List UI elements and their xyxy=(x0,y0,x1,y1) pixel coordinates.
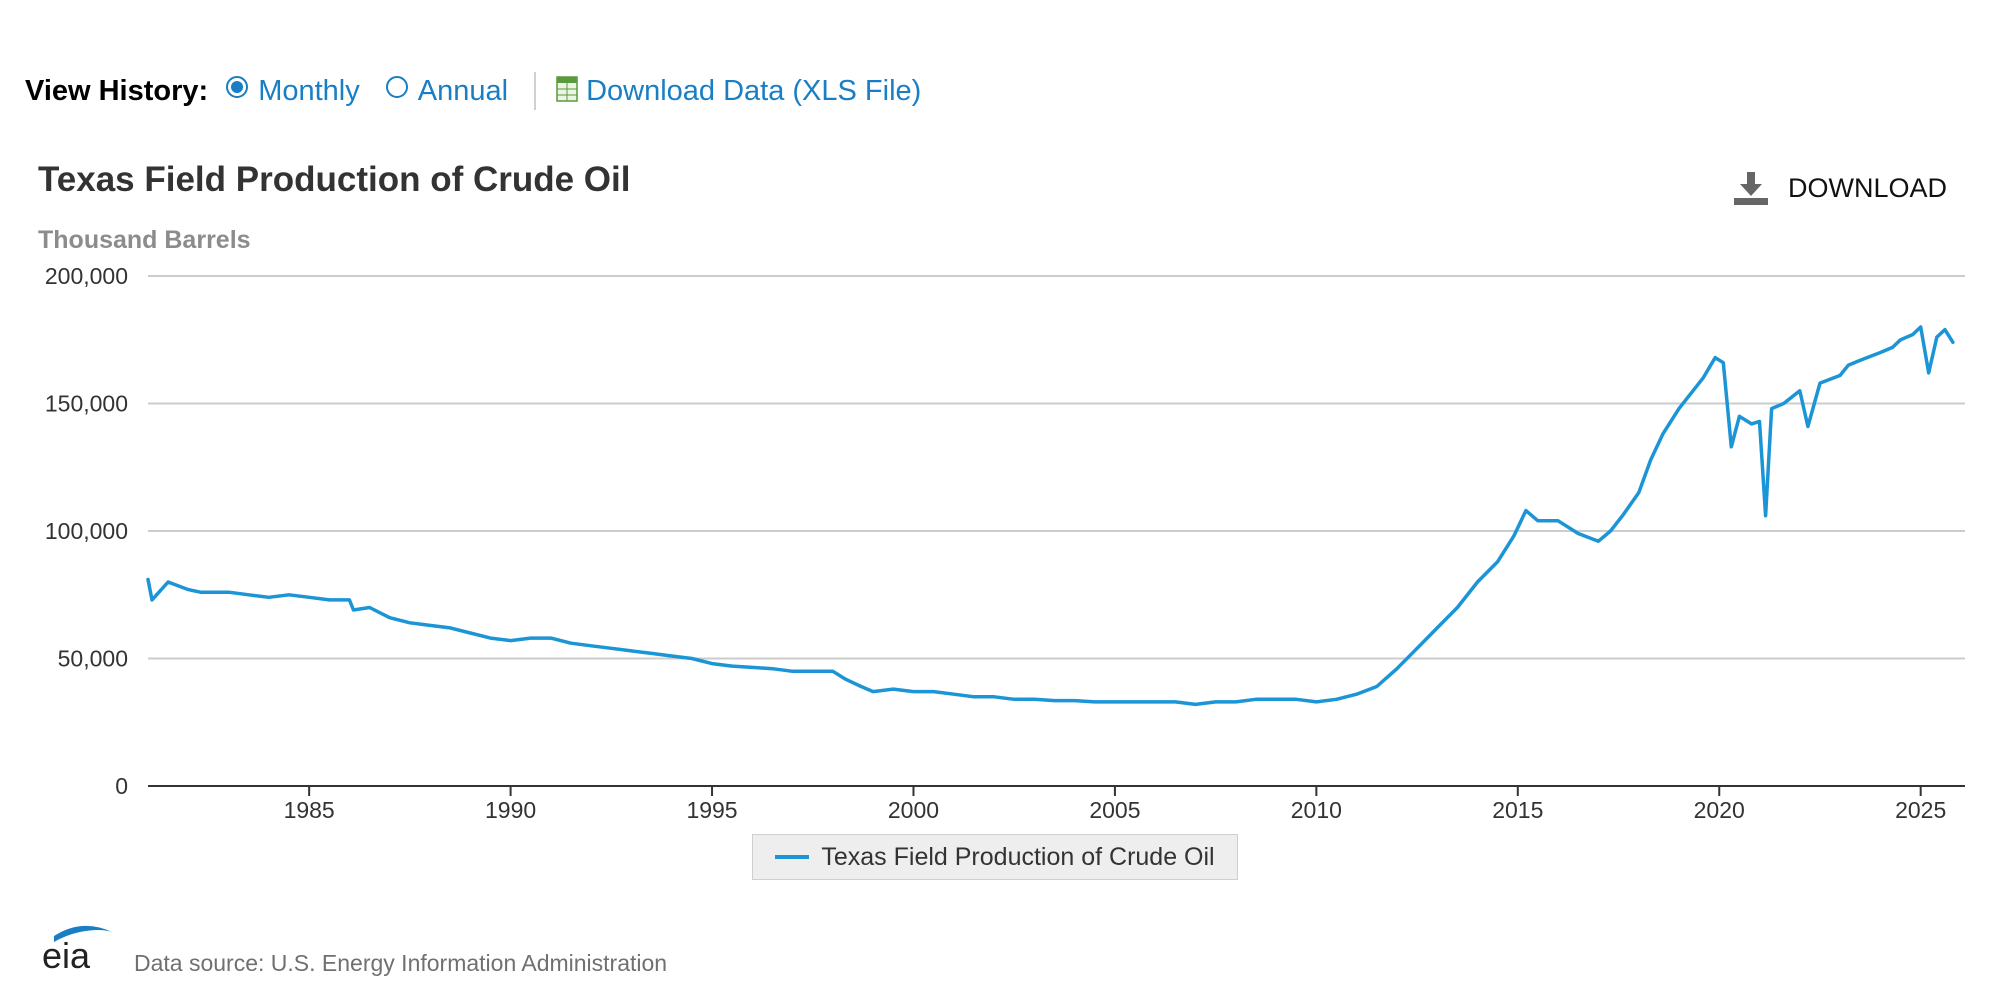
monthly-radio[interactable]: Monthly xyxy=(226,75,360,108)
data-source: Data source: U.S. Energy Information Adm… xyxy=(134,950,668,976)
view-history-bar: View History: Monthly Annual Download Da… xyxy=(25,66,921,116)
y-tick-label: 100,000 xyxy=(45,518,128,544)
download-xls-label[interactable]: Download Data (XLS File) xyxy=(586,74,922,107)
x-tick-label: 1985 xyxy=(284,797,335,823)
x-tick-label: 2000 xyxy=(888,797,939,823)
legend-swatch xyxy=(775,855,810,859)
download-xls-link[interactable]: Download Data (XLS File) xyxy=(556,75,921,108)
spreadsheet-icon[interactable] xyxy=(556,76,578,102)
annual-radio-label[interactable]: Annual xyxy=(417,74,509,107)
legend-label[interactable]: Texas Field Production of Crude Oil xyxy=(821,842,1215,871)
x-tick-label: 2010 xyxy=(1291,797,1342,823)
annual-radio[interactable]: Annual xyxy=(385,74,509,108)
x-tick-label: 2005 xyxy=(1089,797,1140,823)
download-icon[interactable] xyxy=(1732,170,1770,206)
grid-layer xyxy=(148,275,1965,660)
y-tick-label: 50,000 xyxy=(58,646,128,672)
monthly-radio-dot[interactable] xyxy=(226,76,249,98)
eia-logo-text: eia xyxy=(42,935,91,974)
series-line[interactable] xyxy=(146,325,1955,707)
x-tick-label: 2020 xyxy=(1694,797,1745,823)
y-tick-label: 150,000 xyxy=(45,391,128,417)
download-button[interactable]: DOWNLOAD xyxy=(1732,170,1947,206)
eia-logo: eia xyxy=(42,925,112,974)
chart-units: Thousand Barrels xyxy=(38,226,251,254)
x-tick-label: 1995 xyxy=(686,797,737,823)
x-tick-label: 1990 xyxy=(485,797,536,823)
view-history-label: View History: xyxy=(25,74,209,107)
monthly-radio-label[interactable]: Monthly xyxy=(258,74,360,107)
y-tick-label: 0 xyxy=(115,773,128,799)
axis-layer: 0 50,000 100,000 150,000 200,000 1985 1990 1995… xyxy=(45,263,1965,823)
chart-title: Texas Field Production of Crude Oil xyxy=(38,160,631,199)
x-tick-label: 2025 xyxy=(1895,797,1946,823)
download-label[interactable]: DOWNLOAD xyxy=(1788,172,1948,203)
x-tick-label: 2015 xyxy=(1492,797,1543,823)
annual-radio-dot[interactable] xyxy=(385,76,408,98)
series-layer xyxy=(146,325,1955,707)
legend-item[interactable]: Texas Field Production of Crude Oil xyxy=(752,834,1238,880)
divider xyxy=(534,72,537,110)
y-tick-label: 200,000 xyxy=(45,263,128,289)
